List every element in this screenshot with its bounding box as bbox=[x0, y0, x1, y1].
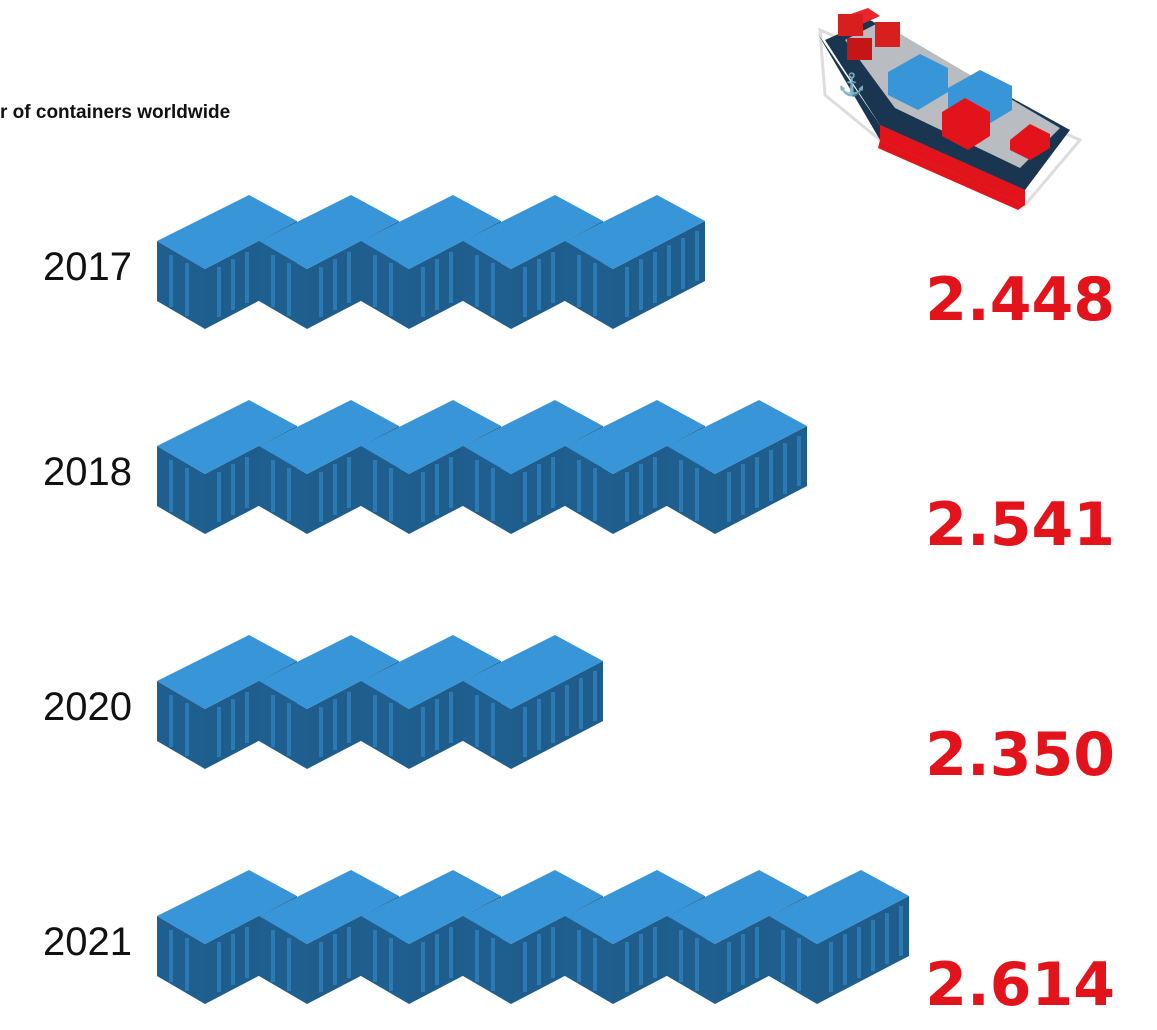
value-label: 2.448 bbox=[925, 265, 1115, 335]
ship-illustration: ⚓ bbox=[818, 8, 1083, 210]
value-label: 2.350 bbox=[925, 720, 1115, 790]
container-row bbox=[155, 633, 605, 771]
year-label: 2020 bbox=[43, 685, 132, 729]
year-label: 2018 bbox=[43, 450, 132, 494]
year-label: 2021 bbox=[43, 920, 132, 964]
container-row bbox=[155, 193, 707, 331]
year-label: 2017 bbox=[43, 245, 132, 289]
svg-text:⚓: ⚓ bbox=[838, 72, 865, 97]
container-row bbox=[155, 398, 809, 536]
chart-title: r of containers worldwide bbox=[0, 102, 230, 123]
container-row bbox=[155, 868, 911, 1006]
value-label: 2.614 bbox=[925, 950, 1115, 1020]
value-label: 2.541 bbox=[925, 490, 1115, 560]
